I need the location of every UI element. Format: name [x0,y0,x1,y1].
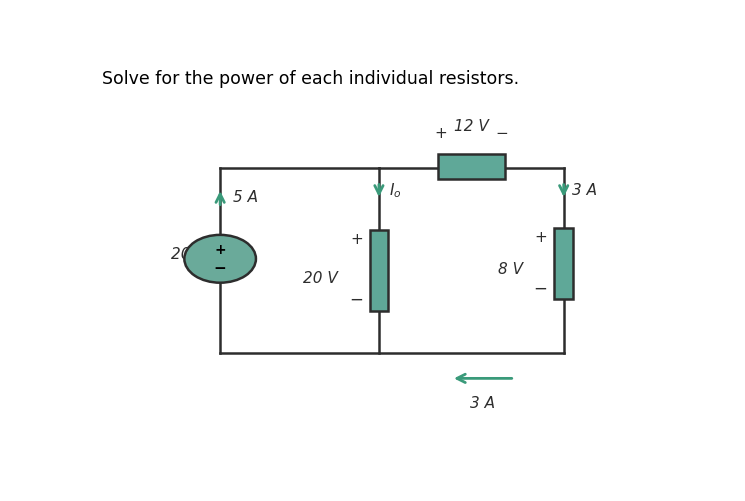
Text: $I_o$: $I_o$ [390,181,402,200]
Text: Solve for the power of each individual resistors.: Solve for the power of each individual r… [102,70,519,88]
Text: +: + [350,232,363,247]
Text: −: − [214,261,226,276]
Text: 20 V: 20 V [171,247,206,263]
Text: 3 A: 3 A [470,396,495,411]
Text: −: − [533,280,548,298]
Text: +: + [434,126,447,141]
Text: 3 A: 3 A [572,183,597,198]
Text: 8 V: 8 V [498,262,523,277]
Text: 20 V: 20 V [303,271,338,286]
Bar [438,154,504,179]
Text: 12 V: 12 V [454,119,489,134]
Text: −: − [495,126,508,141]
Text: +: + [215,243,226,258]
Text: 5 A: 5 A [233,190,258,205]
Bar [554,228,573,300]
Bar [370,230,388,311]
Text: +: + [535,230,548,245]
Circle shape [184,235,256,283]
Text: −: − [349,291,363,309]
